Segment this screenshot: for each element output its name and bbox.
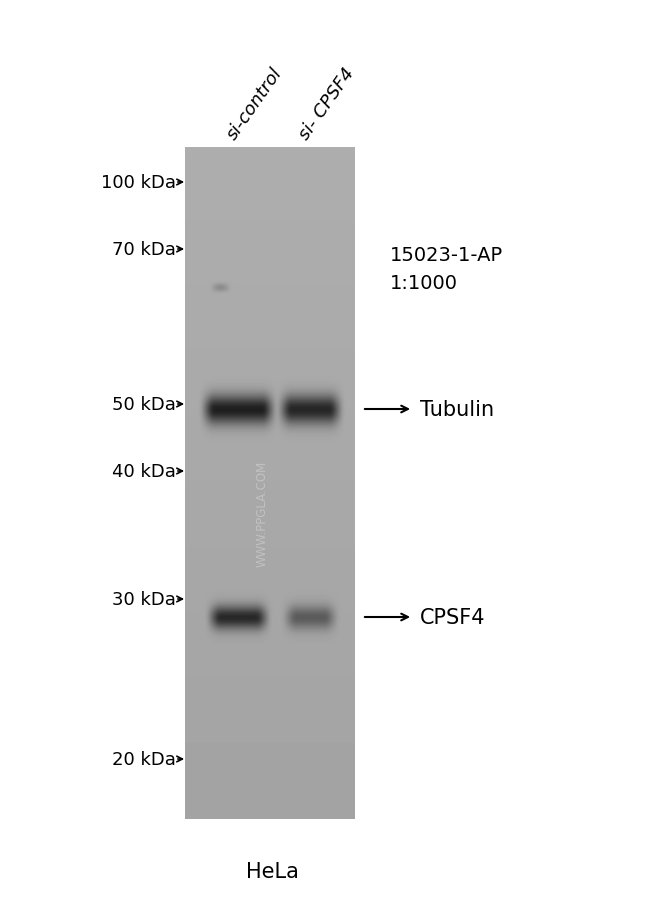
Text: si-control: si-control <box>223 64 286 143</box>
Text: WWW.PPGLA.COM: WWW.PPGLA.COM <box>255 460 268 566</box>
Text: 20 kDa: 20 kDa <box>112 750 176 769</box>
Text: si- CPSF4: si- CPSF4 <box>295 64 358 143</box>
Text: Tubulin: Tubulin <box>420 400 494 419</box>
Text: 100 kDa: 100 kDa <box>101 174 176 192</box>
Text: HeLa: HeLa <box>245 861 298 881</box>
Text: 15023-1-AP
1:1000: 15023-1-AP 1:1000 <box>390 246 503 293</box>
Text: 50 kDa: 50 kDa <box>112 396 176 413</box>
Text: CPSF4: CPSF4 <box>420 607 485 627</box>
Text: 30 kDa: 30 kDa <box>112 590 176 608</box>
Text: 40 kDa: 40 kDa <box>112 463 176 481</box>
Text: 70 kDa: 70 kDa <box>112 241 176 259</box>
